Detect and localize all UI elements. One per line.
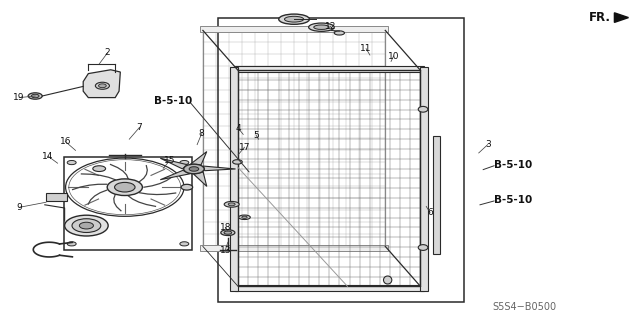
Text: 15: 15 xyxy=(164,156,175,165)
Text: 9: 9 xyxy=(17,203,22,212)
Polygon shape xyxy=(160,170,190,180)
Ellipse shape xyxy=(79,222,93,229)
Ellipse shape xyxy=(93,166,106,172)
FancyBboxPatch shape xyxy=(433,136,440,254)
Polygon shape xyxy=(193,172,207,186)
Ellipse shape xyxy=(67,161,76,165)
Text: B-5-10: B-5-10 xyxy=(154,96,192,106)
Ellipse shape xyxy=(108,179,143,196)
Ellipse shape xyxy=(181,184,193,190)
Ellipse shape xyxy=(189,167,198,171)
Polygon shape xyxy=(160,158,188,169)
Ellipse shape xyxy=(180,242,189,246)
Ellipse shape xyxy=(72,219,101,232)
Text: 13: 13 xyxy=(220,246,231,255)
FancyBboxPatch shape xyxy=(230,67,238,291)
Ellipse shape xyxy=(242,216,247,219)
Ellipse shape xyxy=(65,215,108,236)
Text: B-5-10: B-5-10 xyxy=(494,160,532,170)
Text: B-5-10: B-5-10 xyxy=(494,195,532,205)
Ellipse shape xyxy=(67,242,76,246)
Text: FR.: FR. xyxy=(589,11,611,24)
Ellipse shape xyxy=(221,230,235,236)
FancyBboxPatch shape xyxy=(46,193,67,201)
Ellipse shape xyxy=(99,84,106,88)
Text: 10: 10 xyxy=(388,52,399,60)
Ellipse shape xyxy=(314,25,329,29)
Text: 14: 14 xyxy=(42,152,54,161)
Ellipse shape xyxy=(383,276,392,284)
Polygon shape xyxy=(614,13,628,22)
Polygon shape xyxy=(204,166,236,171)
Ellipse shape xyxy=(334,31,344,35)
FancyBboxPatch shape xyxy=(200,26,388,32)
FancyBboxPatch shape xyxy=(235,66,424,72)
Text: 19: 19 xyxy=(13,93,25,102)
Ellipse shape xyxy=(228,203,235,206)
Ellipse shape xyxy=(239,215,250,220)
Ellipse shape xyxy=(180,161,189,165)
Ellipse shape xyxy=(279,14,310,24)
Text: 18: 18 xyxy=(220,223,231,232)
Text: 11: 11 xyxy=(360,44,372,53)
Text: 17: 17 xyxy=(239,143,250,152)
Text: 3: 3 xyxy=(485,140,490,149)
Text: 4: 4 xyxy=(236,124,241,132)
Ellipse shape xyxy=(224,202,239,207)
Text: S5S4−B0500: S5S4−B0500 xyxy=(493,301,557,312)
Text: 12: 12 xyxy=(324,22,336,31)
Ellipse shape xyxy=(184,164,204,174)
Ellipse shape xyxy=(28,93,42,99)
Ellipse shape xyxy=(308,23,334,31)
FancyBboxPatch shape xyxy=(420,67,428,291)
Ellipse shape xyxy=(31,94,39,98)
Ellipse shape xyxy=(419,245,428,251)
Polygon shape xyxy=(83,70,120,98)
Ellipse shape xyxy=(419,107,428,112)
Text: 7: 7 xyxy=(137,123,142,132)
Polygon shape xyxy=(191,152,207,165)
FancyBboxPatch shape xyxy=(200,245,388,251)
Text: 6: 6 xyxy=(428,208,433,217)
Ellipse shape xyxy=(285,16,304,22)
Ellipse shape xyxy=(115,182,135,192)
Text: 16: 16 xyxy=(60,137,71,146)
Text: 8: 8 xyxy=(199,129,204,138)
Text: 2: 2 xyxy=(105,48,110,57)
Ellipse shape xyxy=(233,160,243,164)
FancyBboxPatch shape xyxy=(235,285,424,291)
Ellipse shape xyxy=(95,82,109,89)
Ellipse shape xyxy=(224,231,232,234)
Text: 5: 5 xyxy=(253,131,259,140)
